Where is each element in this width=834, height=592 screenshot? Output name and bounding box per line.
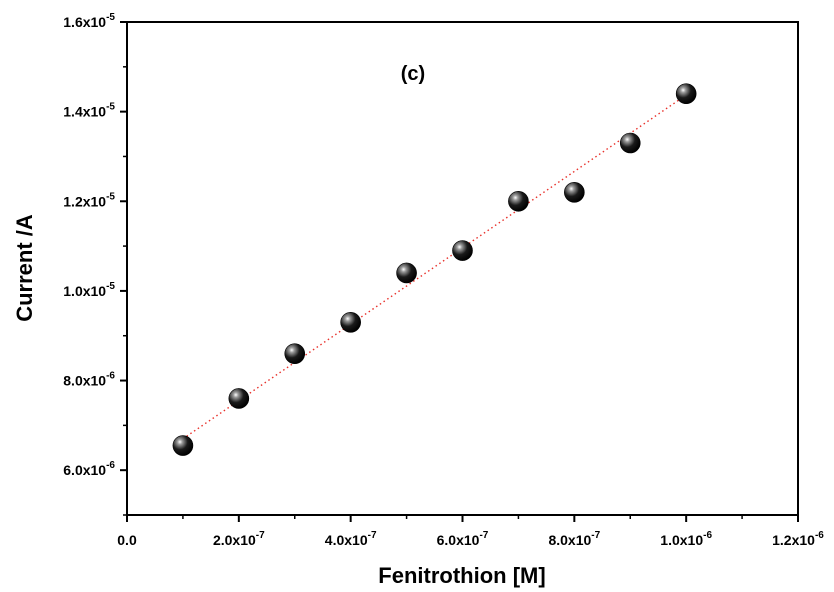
x-tick-label: 1.2x10-6 [772,530,824,548]
data-point [452,240,473,261]
y-axis-ticks: 6.0x10-6 8.0x10-6 1.0x10-5 1.2x10-5 1.4x10-5… [63,12,127,516]
data-point [284,343,306,364]
plot-frame [126,21,799,516]
y-tick-label: 1.2x10-5 [63,191,115,209]
fit-line [182,94,687,440]
y-tick-label: 8.0x10-6 [63,371,115,389]
x-tick-label: 0.0 [117,532,137,548]
data-points [172,83,697,456]
y-axis-title: Current /A [12,214,37,322]
x-axis-title: Fenitrothion [M] [378,563,545,588]
y-tick-label: 1.6x10-5 [63,12,115,30]
data-point [396,262,417,284]
x-tick-label: 4.0x10-7 [325,530,377,548]
y-tick-label: 1.0x10-5 [63,281,115,299]
data-point [619,132,641,154]
x-tick-label: 8.0x10-7 [548,530,600,548]
x-axis-ticks: 0.0 2.0x10-7 4.0x10-7 6.0x10-7 8.0x10-7 1.0x1… [117,515,824,548]
x-tick-label: 2.0x10-7 [213,530,265,548]
data-point [508,190,529,212]
data-point [228,388,250,409]
x-tick-label: 1.0x10-6 [660,530,712,548]
data-point [564,182,585,203]
panel-label: (c) [401,63,425,85]
y-tick-label: 6.0x10-6 [63,460,115,478]
data-point [172,435,194,456]
data-point [340,311,361,333]
y-tick-label: 1.4x10-5 [63,102,115,120]
data-point [675,83,697,105]
x-tick-label: 6.0x10-7 [437,530,489,548]
